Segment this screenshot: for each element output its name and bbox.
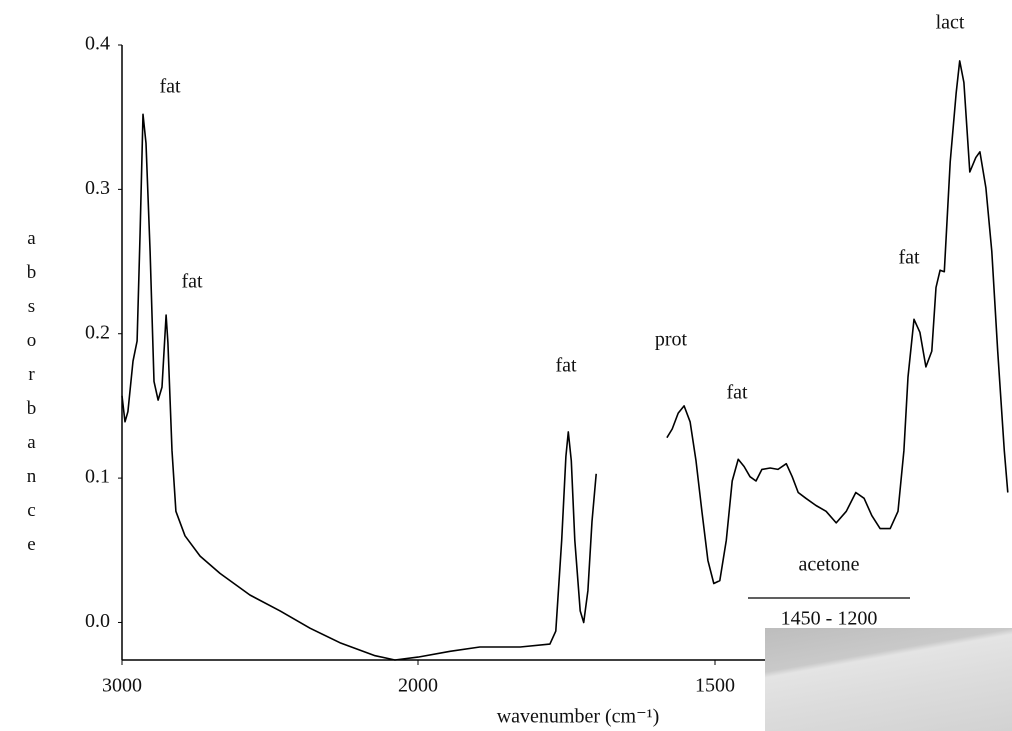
annotation: lact (936, 12, 965, 34)
x-tick-label: 1500 (695, 675, 735, 697)
annotation: fat (159, 76, 181, 98)
annotation: fat (726, 382, 748, 404)
annotation: fat (181, 271, 203, 293)
photo-overlay (765, 628, 1012, 731)
spectrum-line (121, 60, 1009, 661)
y-tick-label: 0.3 (85, 177, 110, 199)
y-axis-label: absorbance (21, 228, 42, 568)
y-tick-label: 0.1 (85, 466, 110, 488)
x-tick-label: 2000 (398, 675, 438, 697)
annotation: fat (898, 247, 920, 269)
y-tick-label: 0.2 (85, 321, 110, 343)
annotation: acetone (798, 554, 859, 576)
x-tick-label: 3000 (102, 675, 142, 697)
x-axis-label: wavenumber (cm⁻¹) (497, 706, 660, 728)
y-tick-label: 0.4 (85, 33, 110, 55)
y-tick-label: 0.0 (85, 610, 110, 632)
annotation: fat (555, 355, 577, 377)
annotation: prot (655, 329, 688, 351)
annotation: 1450 - 1200 (781, 608, 878, 630)
